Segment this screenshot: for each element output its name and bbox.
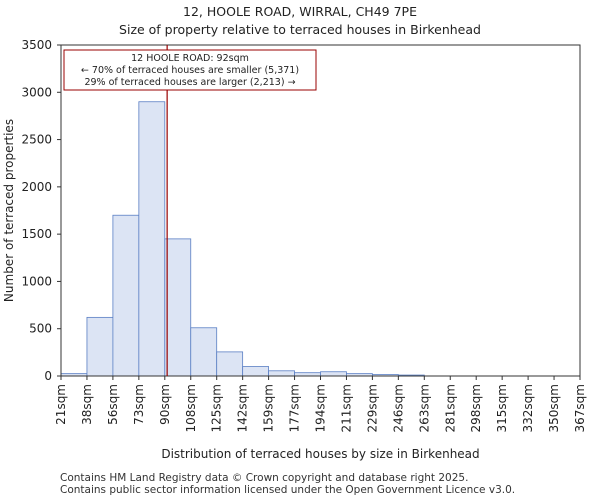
annotation-box: 12 HOOLE ROAD: 92sqm ← 70% of terraced h… — [63, 49, 317, 91]
x-tick-label: 90sqm — [158, 384, 172, 425]
chart-subtitle: Size of property relative to terraced ho… — [119, 22, 481, 37]
x-tick-label: 367sqm — [573, 384, 587, 432]
x-tick-label: 263sqm — [417, 384, 431, 432]
histogram-bar — [216, 351, 244, 377]
x-tick-label: 315sqm — [495, 384, 509, 432]
x-tick-label: 125sqm — [210, 384, 224, 432]
histogram-bar — [242, 366, 269, 377]
x-tick-label: 142sqm — [236, 384, 250, 432]
histogram-bar — [86, 316, 114, 377]
x-tick-label: 38sqm — [80, 384, 94, 425]
x-tick-label: 281sqm — [443, 384, 457, 432]
y-tick-label: 3500 — [21, 38, 52, 52]
annotation-line-1: 12 HOOLE ROAD: 92sqm — [131, 53, 249, 64]
y-tick-label: 3000 — [21, 85, 52, 99]
chart-title: 12, HOOLE ROAD, WIRRAL, CH49 7PE — [183, 4, 417, 19]
x-tick-label: 56sqm — [106, 384, 120, 425]
x-tick-label: 332sqm — [521, 384, 535, 432]
y-tick-label: 0 — [44, 369, 52, 383]
x-tick-label: 229sqm — [365, 384, 379, 432]
x-tick-label: 177sqm — [288, 384, 302, 432]
footer-copyright: Contains HM Land Registry data © Crown c… — [60, 472, 469, 484]
histogram-bar — [112, 214, 140, 377]
bars — [60, 101, 425, 377]
x-tick-label: 350sqm — [547, 384, 561, 432]
histogram-bar — [138, 101, 166, 377]
x-tick-label: 211sqm — [339, 384, 353, 432]
annotation-line-2: ← 70% of terraced houses are smaller (5,… — [81, 65, 299, 76]
y-tick-label: 500 — [29, 322, 52, 336]
x-tick-label: 298sqm — [469, 384, 483, 432]
y-axis-label: Number of terraced properties — [2, 119, 16, 302]
x-tick-label: 159sqm — [262, 384, 276, 432]
y-tick-label: 2500 — [21, 133, 52, 147]
x-tick-label: 73sqm — [132, 384, 146, 425]
annotation-border — [63, 49, 317, 91]
histogram-bar — [190, 327, 218, 377]
x-axis-label: Distribution of terraced houses by size … — [161, 447, 479, 461]
y-tick-label: 1000 — [21, 274, 52, 288]
y-tick-label: 1500 — [21, 227, 52, 241]
histogram-bar — [164, 238, 192, 377]
footer-licence: Contains public sector information licen… — [60, 484, 516, 496]
x-axis-ticks: 21sqm 38sqm 56sqm 73sqm 90sqm 108sqm 125sqm 142… — [54, 376, 587, 432]
x-tick-label: 246sqm — [391, 384, 405, 432]
annotation-line-3: 29% of terraced houses are larger (2,213… — [84, 77, 295, 88]
x-tick-label: 21sqm — [54, 384, 68, 425]
histogram-bar — [320, 371, 347, 377]
x-tick-label: 194sqm — [314, 384, 328, 432]
histogram-bar — [268, 370, 295, 377]
x-tick-label: 108sqm — [184, 384, 198, 432]
y-tick-label: 2000 — [21, 180, 52, 194]
y-axis-ticks: 0 500 1000 1500 2000 2500 3000 3500 — [21, 38, 61, 383]
